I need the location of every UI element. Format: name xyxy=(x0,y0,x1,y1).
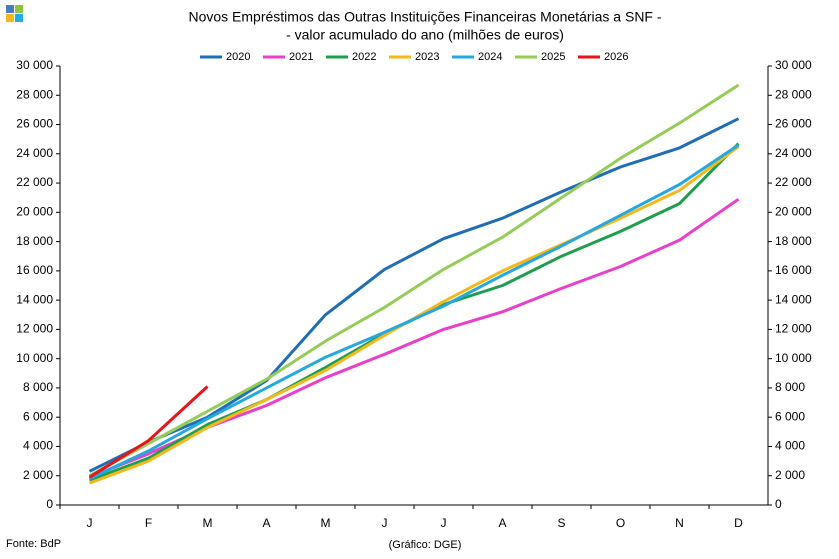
source: Fonte: BdP xyxy=(6,538,61,550)
series-line xyxy=(88,385,209,479)
y2-tick-label: 18 000 xyxy=(775,234,812,248)
credit: (Gráfico: DGE) xyxy=(389,539,462,551)
x-tick-label: J xyxy=(87,516,93,530)
logo-square xyxy=(6,5,14,13)
x-tick-label: M xyxy=(203,516,213,530)
y-tick-label: 4 000 xyxy=(23,439,53,453)
y-tick-label: 30 000 xyxy=(16,58,53,72)
series-line xyxy=(88,143,740,481)
legend-label: 2023 xyxy=(415,51,439,63)
y2-tick-label: 30 000 xyxy=(775,58,812,72)
chart-title: Novos Empréstimos das Outras Instituiçõe… xyxy=(188,9,661,25)
y2-tick-label: 20 000 xyxy=(775,205,812,219)
x-tick-label: S xyxy=(557,516,565,530)
x-tick-label: M xyxy=(321,516,331,530)
y2-tick-label: 16 000 xyxy=(775,263,812,277)
y-tick-label: 24 000 xyxy=(16,146,53,160)
y-tick-label: 10 000 xyxy=(16,351,53,365)
x-tick-label: N xyxy=(675,516,684,530)
y-tick-label: 18 000 xyxy=(16,234,53,248)
x-tick-label: A xyxy=(498,516,506,530)
logo xyxy=(6,5,23,22)
y-tick-label: 14 000 xyxy=(16,292,53,306)
y-tick-label: 16 000 xyxy=(16,263,53,277)
x-tick-label: D xyxy=(734,516,743,530)
legend-label: 2020 xyxy=(226,51,250,63)
logo-square xyxy=(15,5,23,13)
y2-tick-label: 28 000 xyxy=(775,87,812,101)
y-tick-label: 22 000 xyxy=(16,175,53,189)
y2-tick-label: 2 000 xyxy=(775,468,805,482)
legend-label: 2025 xyxy=(541,51,565,63)
series-line xyxy=(88,117,740,473)
y2-tick-label: 12 000 xyxy=(775,322,812,336)
series-line xyxy=(88,145,740,485)
logo-square xyxy=(15,14,23,22)
legend-label: 2021 xyxy=(289,51,313,63)
y2-tick-label: 0 xyxy=(775,497,782,511)
legend-label: 2024 xyxy=(478,51,502,63)
logo-square xyxy=(6,14,14,22)
y2-tick-label: 24 000 xyxy=(775,146,812,160)
y2-tick-label: 22 000 xyxy=(775,175,812,189)
y-tick-label: 6 000 xyxy=(23,409,53,423)
chart-title: - valor acumulado do ano (milhões de eur… xyxy=(286,27,564,43)
y-tick-label: 20 000 xyxy=(16,205,53,219)
y2-tick-label: 26 000 xyxy=(775,117,812,131)
x-tick-label: A xyxy=(262,516,270,530)
y2-tick-label: 4 000 xyxy=(775,439,805,453)
series-line xyxy=(88,83,740,478)
y-tick-label: 12 000 xyxy=(16,322,53,336)
y-tick-label: 28 000 xyxy=(16,87,53,101)
x-tick-label: O xyxy=(616,516,625,530)
y2-tick-label: 10 000 xyxy=(775,351,812,365)
x-tick-label: J xyxy=(382,516,388,530)
x-tick-label: J xyxy=(441,516,447,530)
y2-tick-label: 8 000 xyxy=(775,380,805,394)
x-tick-label: F xyxy=(145,516,152,530)
legend-label: 2026 xyxy=(604,51,628,63)
y2-tick-label: 6 000 xyxy=(775,409,805,423)
y-tick-label: 26 000 xyxy=(16,117,53,131)
y-tick-label: 8 000 xyxy=(23,380,53,394)
y-tick-label: 0 xyxy=(46,497,53,511)
y-tick-label: 2 000 xyxy=(23,468,53,482)
y2-tick-label: 14 000 xyxy=(775,292,812,306)
legend-label: 2022 xyxy=(352,51,376,63)
